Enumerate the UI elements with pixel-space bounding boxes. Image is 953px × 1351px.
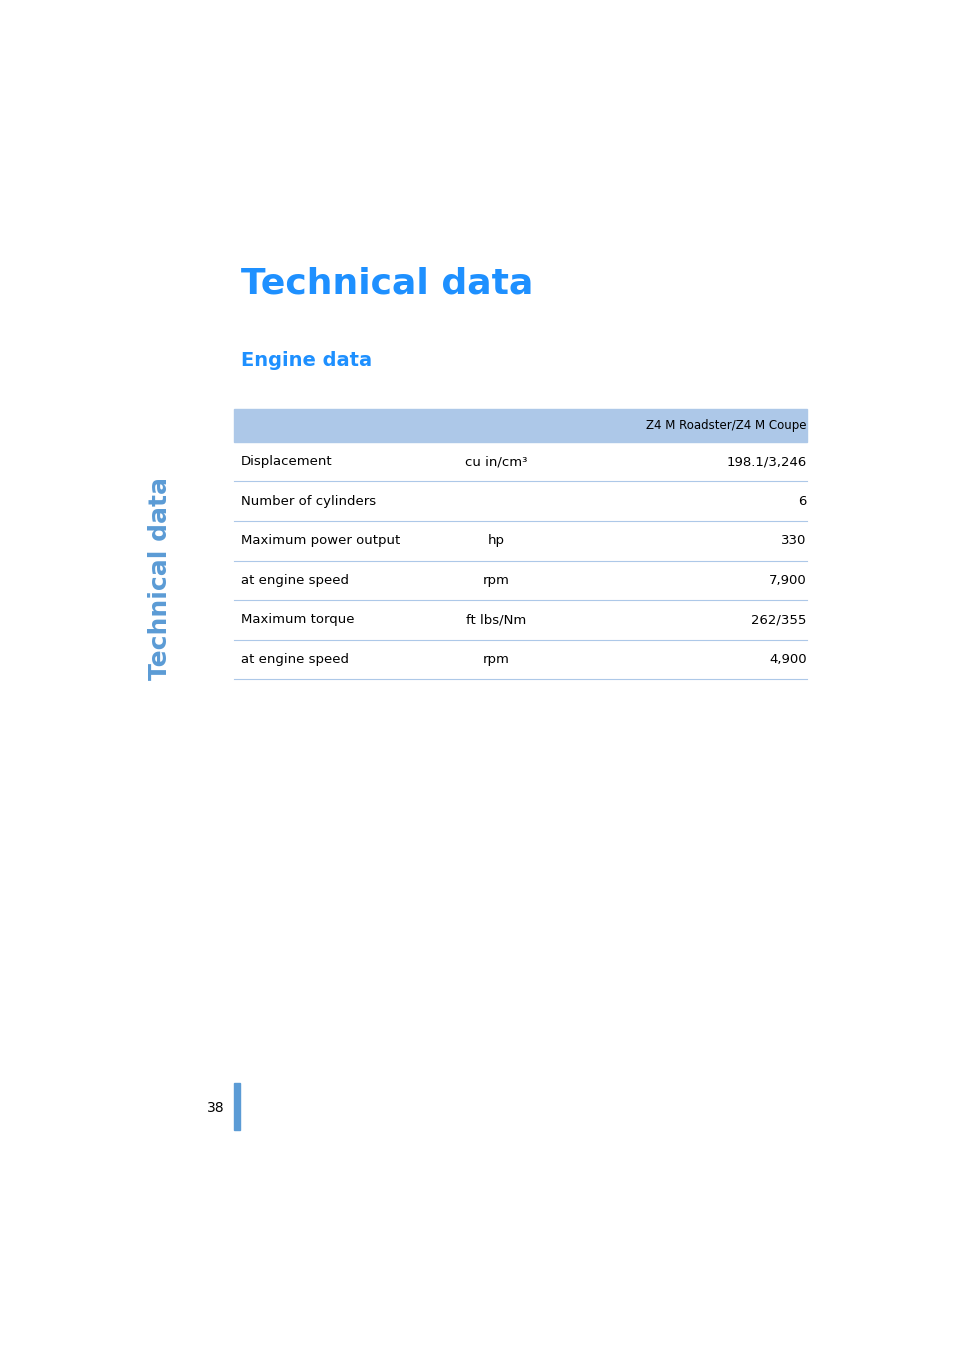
- Text: Displacement: Displacement: [241, 455, 333, 469]
- Bar: [233, 1082, 239, 1129]
- Text: Maximum power output: Maximum power output: [241, 534, 400, 547]
- Text: 38: 38: [207, 1101, 224, 1115]
- Text: 198.1/3,246: 198.1/3,246: [726, 455, 806, 469]
- Text: cu in/cm³: cu in/cm³: [465, 455, 527, 469]
- Bar: [233, 408, 806, 442]
- Text: 7,900: 7,900: [768, 574, 806, 586]
- Text: at engine speed: at engine speed: [241, 653, 349, 666]
- Text: 6: 6: [798, 494, 806, 508]
- Text: hp: hp: [487, 534, 504, 547]
- Text: 262/355: 262/355: [751, 613, 806, 627]
- Text: ft lbs/Nm: ft lbs/Nm: [466, 613, 526, 627]
- Text: rpm: rpm: [482, 574, 509, 586]
- Text: 330: 330: [781, 534, 806, 547]
- Text: Number of cylinders: Number of cylinders: [241, 494, 376, 508]
- Text: Maximum torque: Maximum torque: [241, 613, 355, 627]
- Text: Engine data: Engine data: [241, 351, 372, 370]
- Text: Z4 M Roadster/Z4 M Coupe: Z4 M Roadster/Z4 M Coupe: [646, 419, 806, 432]
- Text: at engine speed: at engine speed: [241, 574, 349, 586]
- Text: Technical data: Technical data: [241, 266, 533, 300]
- Text: rpm: rpm: [482, 653, 509, 666]
- Text: 4,900: 4,900: [768, 653, 806, 666]
- Text: Technical data: Technical data: [148, 477, 172, 680]
